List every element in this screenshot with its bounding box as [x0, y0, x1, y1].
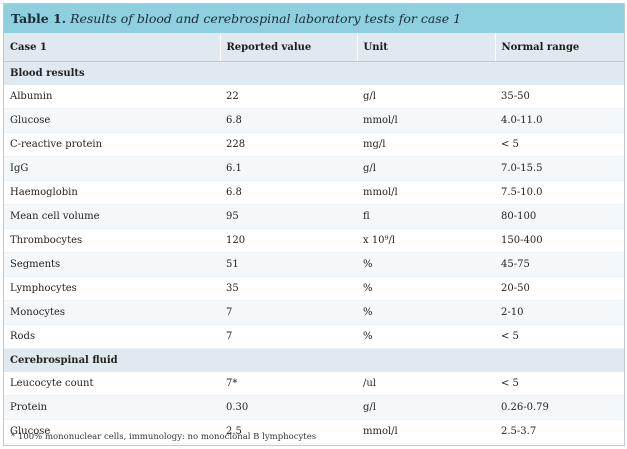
reported-value-cell: 22 — [220, 85, 357, 109]
test-name-cell: Lymphocytes — [4, 276, 220, 301]
section-heading: Cerebrospinal fluid — [4, 348, 624, 372]
table-row: Protein 0.30 g/l 0.26-0.79 — [4, 395, 624, 420]
normal-range-cell: 20-50 — [495, 276, 624, 301]
reported-value-cell: 7* — [220, 372, 357, 396]
lab-results-table: Case 1 Reported value Unit Normal range … — [4, 33, 624, 444]
unit-cell: mmol/l — [357, 419, 495, 444]
unit-cell: g/l — [357, 85, 495, 109]
table-footnote: * 100% mononuclear cells, immunology: no… — [11, 432, 317, 442]
table-figure: Table 1. Results of blood and cerebrospi… — [3, 3, 625, 446]
unit-cell: /ul — [357, 372, 495, 396]
normal-range-cell: 2.5-3.7 — [495, 419, 624, 444]
test-name-cell: Glucose — [4, 419, 220, 444]
test-name-cell: Albumin — [4, 85, 220, 109]
unit-cell: % — [357, 324, 495, 349]
table-row: Rods 7% < 5 — [4, 324, 624, 349]
table-row: Thrombocytes 120 x 10⁹/l 150-400 — [4, 228, 624, 253]
test-name-cell: Mean cell volume — [4, 204, 220, 229]
reported-value-cell: 2.5 — [220, 419, 357, 444]
test-name-cell: Glucose — [4, 108, 220, 133]
unit-cell: % — [357, 252, 495, 277]
reported-value-cell: 228 — [220, 132, 357, 157]
normal-range-cell: 80-100 — [495, 204, 624, 229]
column-header-unit: Unit — [356, 33, 495, 62]
table-row: C-reactive protein 228 mg/l < 5 — [4, 132, 624, 157]
table-header-row: Case 1 Reported value Unit Normal range — [4, 33, 624, 62]
normal-range-cell: 35-50 — [495, 85, 624, 109]
column-header-case: Case 1 — [4, 33, 220, 62]
unit-cell: mmol/l — [357, 180, 495, 205]
table-caption: Results of blood and cerebrospinal labor… — [70, 11, 462, 26]
table-row: Glucose 2.5 mmol/l 2.5-3.7 — [4, 419, 624, 444]
reported-value-cell: 6.8 — [220, 180, 357, 205]
test-name-cell: IgG — [4, 156, 220, 181]
test-name-cell: Segments — [4, 252, 220, 277]
normal-range-cell: 0.26-0.79 — [495, 395, 624, 420]
unit-cell: mmol/l — [357, 108, 495, 133]
table-row: Segments 51% 45-75 — [4, 252, 624, 277]
reported-value-cell: 95 — [220, 204, 357, 229]
section-heading: Blood results — [4, 61, 624, 85]
table-title-bar: Table 1. Results of blood and cerebrospi… — [4, 4, 624, 33]
unit-cell: % — [357, 300, 495, 325]
column-header-reported-value: Reported value — [219, 33, 357, 62]
table-row: Albumin 22 g/l 35-50 — [4, 85, 624, 109]
test-name-cell: Leucocyte count — [4, 372, 220, 396]
test-name-cell: Monocytes — [4, 300, 220, 325]
table-row: IgG 6.1 g/l 7.0-15.5 — [4, 156, 624, 181]
unit-cell: g/l — [357, 156, 495, 181]
column-header-normal-range: Normal range — [494, 33, 624, 62]
test-name-cell: Protein — [4, 395, 220, 420]
table-row: Mean cell volume 95 fl 80-100 — [4, 204, 624, 229]
unit-cell: mg/l — [357, 132, 495, 157]
reported-value-cell: 7 — [220, 324, 357, 349]
reported-value-cell: 7 — [220, 300, 357, 325]
test-name-cell: C-reactive protein — [4, 132, 220, 157]
normal-range-cell: 2-10 — [495, 300, 624, 325]
reported-value-cell: 6.8 — [220, 108, 357, 133]
normal-range-cell: 7.0-15.5 — [495, 156, 624, 181]
table-label: Table 1. — [11, 11, 67, 26]
test-name-cell: Rods — [4, 324, 220, 349]
section-header-row: Blood results — [4, 61, 624, 85]
table-row: Leucocyte count 7*/ul < 5 — [4, 372, 624, 396]
normal-range-cell: 150-400 — [495, 228, 624, 253]
reported-value-cell: 120 — [220, 228, 357, 253]
normal-range-cell: < 5 — [495, 324, 624, 349]
reported-value-cell: 6.1 — [220, 156, 357, 181]
reported-value-cell: 35 — [220, 276, 357, 301]
table-row: Glucose 6.8 mmol/l 4.0-11.0 — [4, 108, 624, 133]
unit-cell: x 10⁹/l — [357, 228, 495, 253]
reported-value-cell: 51 — [220, 252, 357, 277]
table-row: Lymphocytes 35% 20-50 — [4, 276, 624, 301]
normal-range-cell: < 5 — [495, 372, 624, 396]
section-header-row: Cerebrospinal fluid — [4, 348, 624, 372]
unit-cell: g/l — [357, 395, 495, 420]
test-name-cell: Thrombocytes — [4, 228, 220, 253]
normal-range-cell: 45-75 — [495, 252, 624, 277]
unit-cell: % — [357, 276, 495, 301]
normal-range-cell: < 5 — [495, 132, 624, 157]
test-name-cell: Haemoglobin — [4, 180, 220, 205]
normal-range-cell: 4.0-11.0 — [495, 108, 624, 133]
reported-value-cell: 0.30 — [220, 395, 357, 420]
table-row: Monocytes 7% 2-10 — [4, 300, 624, 325]
normal-range-cell: 7.5-10.0 — [495, 180, 624, 205]
unit-cell: fl — [357, 204, 495, 229]
table-body: Blood results Albumin 22 g/l 35-50 Glucose 6.8… — [4, 61, 624, 444]
table-row: Haemoglobin 6.8 mmol/l 7.5-10.0 — [4, 180, 624, 205]
